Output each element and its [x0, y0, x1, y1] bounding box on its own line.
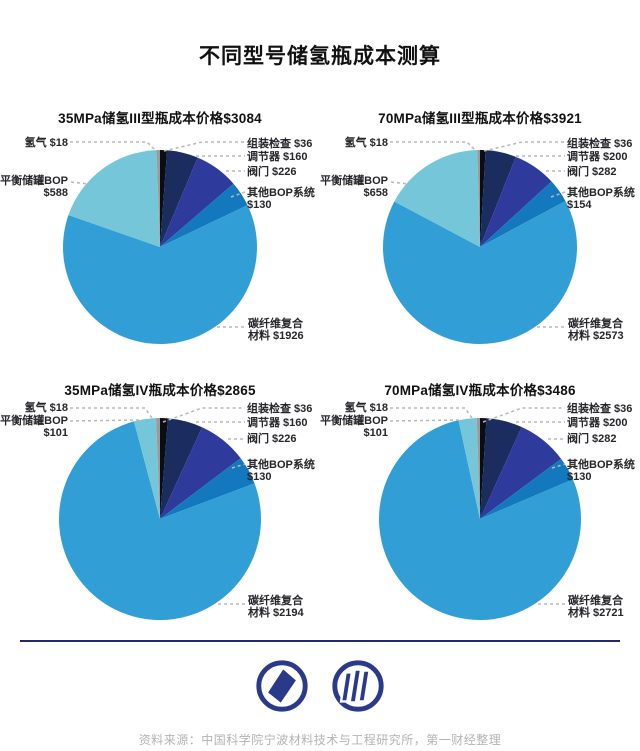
leader-line [231, 463, 246, 469]
leader-line [390, 141, 477, 152]
chart-70mpa-type3: 70MPa储氢III型瓶成本价格$3921 氢气 $18 组装检查 $36 调节… [320, 100, 640, 372]
label-regulator: 调节器 $160 [247, 151, 308, 163]
label-hydrogen: 氢气 $18 [344, 137, 388, 149]
pie-slice [394, 150, 480, 247]
pie-slice [133, 418, 160, 519]
chart-title: 70MPa储氢III型瓶成本价格$3921 [378, 111, 582, 126]
pie-slice [480, 181, 566, 247]
pie-slice [379, 420, 581, 620]
label-carbon-fiber: 碳纤维复合 材料 $2194 [248, 595, 304, 619]
leader-line [70, 181, 89, 185]
label-balance-tank-bop: 平衡储罐BOP $588 [0, 175, 68, 199]
pie-slice [480, 150, 486, 247]
chart-70mpa-type4: 70MPa储氢IV瓶成本价格$3486 氢气 $18 组装检查 $36 调节器 … [320, 372, 640, 644]
pie-slice [160, 157, 234, 247]
pie-slice [68, 150, 160, 247]
label-balance-tank-bop: 平衡储罐BOP $658 [320, 175, 388, 199]
pie-slice [480, 418, 522, 519]
pie-slice [62, 205, 257, 344]
page-title: 不同型号储氢瓶成本测算 [199, 45, 441, 68]
leader-line [482, 407, 565, 423]
label-other-bop: 其他BOP系统 $154 [567, 187, 635, 211]
label-valve: 阀门 $226 [247, 166, 297, 178]
pie-slice [160, 418, 203, 519]
leader-line [230, 191, 246, 198]
pie-slice [160, 183, 248, 247]
chart-35mpa-type4: 35MPa储氢IV瓶成本价格$2865 氢气 $18 组装检查 $36 调节器 … [0, 372, 320, 644]
label-hydrogen: 氢气 $18 [24, 402, 68, 414]
pie-slice [156, 150, 160, 247]
label-hydrogen: 氢气 $18 [344, 402, 388, 414]
label-regulator: 调节器 $200 [567, 151, 628, 163]
pie-chart [62, 141, 257, 344]
label-other-bop: 其他BOP系统 $130 [567, 459, 635, 483]
label-balance-tank-bop: 平衡储罐BOP $101 [0, 415, 68, 439]
label-carbon-fiber: 碳纤维复合 材料 $2721 [568, 595, 624, 619]
label-assembly-check: 组装检查 $36 [247, 138, 313, 150]
leader-line [389, 419, 462, 422]
diamond-ring-logo-icon [256, 660, 308, 712]
pie-slice [480, 156, 552, 247]
chart-title: 35MPa储氢IV瓶成本价格$2865 [64, 383, 256, 398]
pie-slice [477, 150, 480, 247]
chart-title: 35MPa储氢III型瓶成本价格$3084 [58, 111, 262, 126]
pie-slice [156, 418, 160, 519]
pie-slice [160, 150, 168, 247]
label-other-bop: 其他BOP系统 $130 [247, 187, 315, 211]
pie-slice [58, 421, 261, 620]
chart-35mpa-type3: 35MPa储氢III型瓶成本价格$3084 氢气 $18 组装检查 $36 调节… [0, 100, 320, 372]
label-regulator: 调节器 $200 [567, 417, 628, 429]
label-balance-tank-bop: 平衡储罐BOP $101 [320, 415, 388, 439]
leader-line [550, 191, 566, 198]
pie-slice [480, 426, 562, 519]
pie-chart [58, 407, 261, 620]
leader-line [70, 141, 157, 152]
leader-line [390, 181, 409, 185]
label-assembly-check: 组装检查 $36 [567, 403, 633, 415]
label-assembly-check: 组装检查 $36 [247, 403, 313, 415]
pie-slice [382, 201, 577, 344]
pie-chart [382, 141, 577, 344]
leader-line [163, 141, 245, 152]
leader-line [69, 419, 142, 422]
publisher-logos [0, 657, 640, 715]
label-assembly-check: 组装检查 $36 [567, 138, 633, 150]
bars-ring-logo-icon [332, 660, 384, 712]
pie-slice [160, 150, 198, 247]
pie-slice [458, 418, 480, 519]
leader-line [390, 407, 475, 422]
label-carbon-fiber: 碳纤维复合 材料 $1926 [248, 318, 304, 342]
pie-slice [160, 418, 168, 519]
pie-slice [476, 418, 480, 519]
label-carbon-fiber: 碳纤维复合 材料 $2573 [568, 318, 624, 342]
footer-divider [20, 640, 620, 642]
pie-slice [480, 458, 573, 519]
pie-chart [379, 407, 581, 620]
chart-title: 70MPa储氢IV瓶成本价格$3486 [384, 383, 576, 398]
label-valve: 阀门 $282 [567, 166, 617, 178]
pie-slice [480, 418, 487, 519]
pie-slice [160, 427, 241, 519]
label-hydrogen: 氢气 $18 [24, 137, 68, 149]
source-note: 资料来源：中国科学院宁波材料技术与工程研究所，第一财经整理 [138, 733, 502, 747]
leader-line [551, 463, 566, 469]
pie-slice [160, 458, 255, 519]
leader-line [70, 407, 155, 422]
label-valve: 阀门 $282 [567, 433, 617, 445]
label-regulator: 调节器 $160 [247, 417, 308, 429]
label-valve: 阀门 $226 [247, 433, 297, 445]
pie-slice [480, 150, 516, 247]
leader-line [162, 407, 245, 423]
leader-line [483, 141, 565, 152]
label-other-bop: 其他BOP系统 $130 [247, 459, 315, 483]
